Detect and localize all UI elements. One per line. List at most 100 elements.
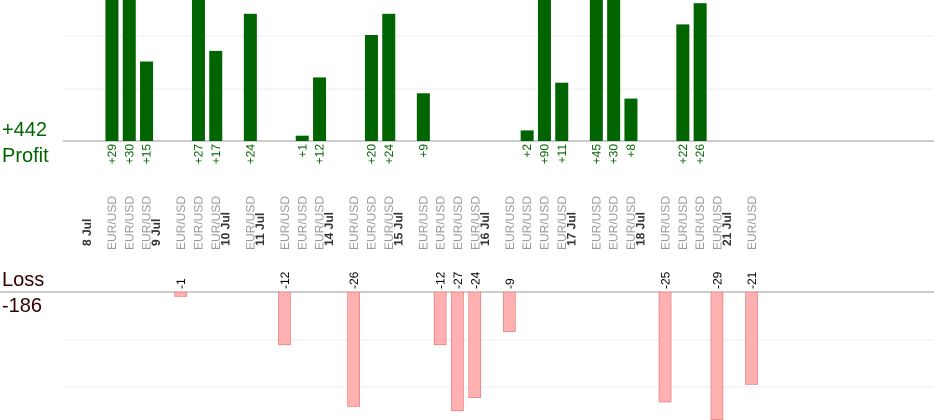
day-label: 11 Jul — [253, 213, 267, 246]
loss-value-label: -21 — [745, 271, 759, 289]
loss-value-label: -1 — [174, 278, 188, 289]
loss-value-label: -24 — [468, 271, 482, 289]
profit-bar — [676, 24, 690, 141]
profit-value-label: +12 — [313, 144, 327, 165]
pair-label: EUR/USD — [347, 196, 361, 250]
profit-value-label: +45 — [589, 144, 603, 165]
profit-value-label: +26 — [693, 144, 707, 165]
pair-label: EUR/USD — [520, 196, 534, 250]
pair-label: EUR/USD — [468, 196, 482, 250]
loss-bar — [468, 291, 482, 398]
profit-bar — [607, 0, 621, 141]
pair-label: EUR/USD — [745, 196, 759, 250]
profit-bar — [555, 82, 569, 141]
bars — [105, 0, 758, 420]
profit-bar — [382, 13, 396, 141]
pair-label: EUR/USD — [434, 196, 448, 250]
profit-bar — [295, 135, 309, 141]
pair-label: EUR/USD — [364, 196, 378, 250]
day-label: 14 Jul — [322, 212, 336, 246]
loss-bar — [745, 291, 758, 385]
loss-bar — [174, 291, 187, 297]
pair-label: EUR/USD — [243, 196, 257, 250]
pair-label: EUR/USD — [416, 196, 430, 250]
pair-label: EUR/USD — [191, 196, 205, 250]
profit-total: +442 — [2, 119, 48, 141]
day-label: 10 Jul — [218, 212, 232, 246]
profit-bar — [589, 0, 603, 141]
profit-value-label: +17 — [209, 144, 223, 165]
loss-label: Loss — [2, 269, 45, 291]
profit-value-label: +22 — [676, 144, 690, 165]
loss-value-label: -12 — [278, 271, 292, 289]
pair-label: EUR/USD — [659, 196, 673, 250]
loss-bar — [503, 291, 516, 332]
profit-bar — [105, 0, 119, 141]
pair-label: EUR/USD — [122, 196, 136, 250]
loss-bar — [710, 291, 724, 420]
pair-label: EUR/USD — [313, 196, 327, 250]
day-label: 21 Jul — [720, 212, 734, 246]
value-labels: +29 +30 +15-1+27 +17 +24-12+1 +12-26+20 +24 +9-… — [105, 144, 759, 289]
grid — [0, 35, 934, 388]
profit-bar — [537, 0, 551, 141]
profit-value-label: +1 — [295, 144, 309, 158]
day-label: 16 Jul — [478, 212, 492, 246]
profit-value-label: +11 — [555, 144, 569, 164]
pair-label: EUR/USD — [295, 196, 309, 250]
profit-bar — [140, 61, 154, 141]
pair-label: EUR/USD — [105, 196, 119, 250]
pair-label: EUR/USD — [537, 196, 551, 250]
day-label: 18 Jul — [634, 212, 648, 246]
profit-value-label: +24 — [243, 144, 257, 165]
profit-value-label: +15 — [140, 144, 154, 165]
profit-label: Profit — [2, 145, 49, 167]
profit-value-label: +20 — [364, 144, 378, 165]
profit-bar — [209, 50, 223, 141]
pair-label: EUR/USD — [676, 196, 690, 250]
pair-label: EUR/USD — [624, 196, 638, 250]
profit-value-label: +2 — [520, 144, 534, 158]
loss-bar — [658, 291, 672, 403]
pair-label: EUR/USD — [693, 196, 707, 250]
day-label: 15 Jul — [391, 212, 405, 246]
pair-label: EUR/USD — [140, 196, 154, 250]
loss-value-label: -9 — [503, 278, 517, 289]
profit-value-label: +9 — [416, 144, 430, 158]
profit-value-label: +8 — [624, 144, 638, 158]
loss-value-label: -12 — [434, 271, 448, 289]
profit-bar — [122, 0, 136, 141]
pair-label: EUR/USD — [278, 196, 292, 250]
profit-bar — [520, 130, 534, 141]
pair-label: EUR/USD — [451, 196, 465, 250]
loss-value-label: -26 — [347, 271, 361, 289]
profit-bar — [624, 98, 638, 141]
profit-bar — [364, 35, 378, 141]
pair-label: EUR/USD — [607, 196, 621, 250]
profit-value-label: +30 — [122, 144, 136, 165]
profit-bar — [693, 3, 707, 142]
loss-bar — [278, 291, 291, 346]
loss-bar — [347, 291, 360, 407]
pair-label: EUR/USD — [555, 196, 569, 250]
pair-label: EUR/USD — [503, 196, 517, 250]
profit-bar — [416, 93, 430, 141]
profit-bar — [191, 0, 205, 142]
loss-value-label: -27 — [451, 271, 465, 289]
pair-label: EUR/USD — [710, 196, 724, 250]
day-label: 8 Jul — [80, 219, 94, 246]
profit-value-label: +30 — [607, 144, 621, 165]
profit-value-label: +29 — [105, 144, 119, 165]
loss-value-label: -29 — [710, 271, 724, 289]
loss-value-label: -25 — [659, 271, 673, 289]
pair-label: EUR/USD — [174, 196, 188, 250]
profit-bar — [313, 77, 327, 141]
profit-value-label: +27 — [191, 144, 205, 165]
day-label: 17 Jul — [564, 212, 578, 246]
pair-label: EUR/USD — [209, 196, 223, 250]
loss-bar — [433, 291, 447, 346]
profit-value-label: +24 — [382, 144, 396, 165]
loss-total: -186 — [2, 295, 43, 317]
